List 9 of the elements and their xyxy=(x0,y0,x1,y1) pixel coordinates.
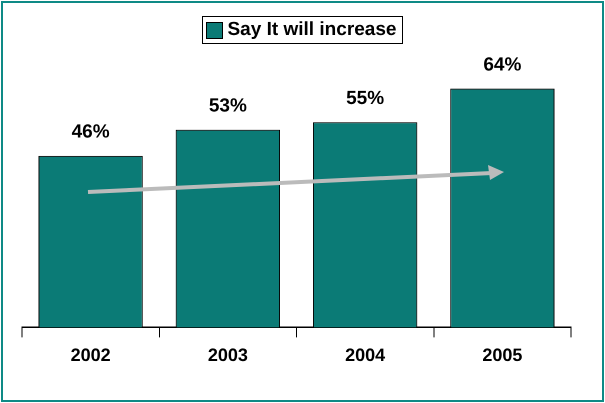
x-tick-label: 2003 xyxy=(208,345,248,366)
data-label: 46% xyxy=(72,122,110,143)
data-label: 55% xyxy=(346,88,384,109)
data-label: 53% xyxy=(208,95,247,116)
x-tick-label: 2005 xyxy=(482,345,522,366)
data-label: 64% xyxy=(483,54,522,76)
text: Say It will increase xyxy=(228,19,396,41)
x-tick-label: 2004 xyxy=(345,345,386,366)
x-tick-label: 2002 xyxy=(70,345,111,366)
